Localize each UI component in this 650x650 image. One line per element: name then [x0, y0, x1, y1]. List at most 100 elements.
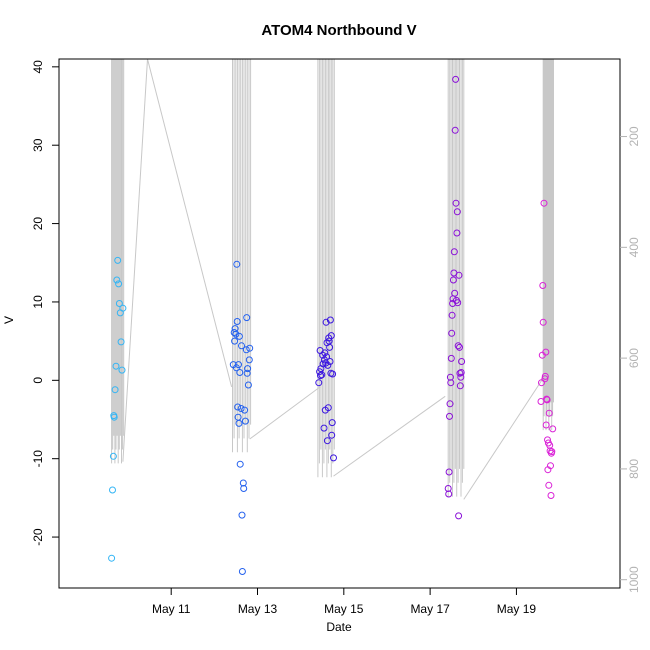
data-point [233, 318, 241, 325]
right-axis: 200 400 600 800 1000 [620, 126, 641, 593]
data-point [454, 299, 462, 307]
x-axis: May 11 May 13 May 15 May 17 May 19 [152, 588, 536, 616]
data-point [238, 342, 245, 350]
data-point [547, 462, 554, 470]
y-axis-label: V [2, 316, 16, 324]
data-point [541, 375, 549, 383]
right-tick-label: 200 [627, 126, 641, 146]
data-point [317, 372, 324, 380]
data-point [453, 229, 461, 237]
data-point [545, 481, 553, 489]
y-tick-label: 10 [31, 295, 45, 309]
data-point [446, 412, 453, 420]
data-point [328, 419, 336, 427]
data-point [455, 271, 463, 279]
data-point [243, 369, 251, 377]
data-point [242, 346, 250, 354]
data-points [108, 75, 557, 575]
data-point [450, 248, 458, 256]
data-point [238, 511, 246, 519]
data-point [542, 348, 550, 356]
data-point [115, 300, 123, 307]
data-point [326, 316, 334, 324]
data-point [451, 289, 459, 297]
data-point [319, 351, 327, 359]
data-point [445, 490, 453, 498]
data-point [232, 330, 240, 338]
depth-connector-line [333, 395, 446, 477]
data-point [243, 314, 251, 322]
data-point [456, 382, 464, 390]
data-point [320, 424, 328, 432]
data-point [108, 554, 116, 562]
y-tick-label: 20 [31, 217, 45, 231]
data-point [234, 403, 242, 411]
data-point [230, 329, 238, 336]
depth-connector-line [463, 377, 544, 500]
data-point [114, 256, 122, 264]
data-point [113, 276, 121, 284]
data-point [112, 362, 120, 370]
data-point [315, 379, 323, 387]
data-point [452, 75, 460, 83]
data-point [111, 386, 119, 394]
data-point [454, 342, 462, 350]
data-point [115, 280, 123, 288]
data-point [330, 454, 337, 462]
data-point [235, 332, 243, 340]
data-point [238, 568, 246, 575]
data-point [117, 338, 125, 346]
data-point [539, 282, 547, 289]
data-point [446, 400, 454, 408]
data-point [452, 199, 460, 207]
depth-spike-group [542, 59, 554, 431]
data-point [233, 260, 241, 268]
depth-spike-group [111, 59, 125, 464]
data-point [549, 425, 557, 433]
y-tick-label: 0 [31, 377, 45, 384]
depth-track [111, 58, 554, 500]
data-point [541, 372, 549, 380]
data-point [455, 512, 463, 520]
x-tick-label: May 15 [324, 602, 364, 616]
x-axis-label: Date [326, 620, 352, 634]
y-tick-label: 40 [31, 60, 45, 74]
data-point [241, 417, 249, 425]
chart-title: ATOM4 Northbound V [261, 22, 416, 39]
data-point [458, 358, 466, 365]
data-point [548, 448, 556, 456]
data-point [236, 369, 244, 376]
data-point [328, 431, 336, 439]
data-point [318, 371, 326, 379]
data-point [327, 332, 335, 340]
data-point [448, 311, 456, 319]
depth-spike-group [317, 59, 335, 478]
data-point [244, 381, 252, 389]
data-point [109, 452, 117, 460]
data-point [241, 406, 249, 414]
data-point [449, 276, 457, 284]
right-tick-label: 1000 [627, 566, 641, 593]
data-point [539, 318, 547, 326]
data-point [451, 126, 459, 134]
plot-frame [58, 58, 621, 589]
y-tick-label: -10 [31, 450, 45, 468]
data-point [448, 329, 456, 337]
right-tick-label: 400 [627, 237, 641, 257]
data-point [237, 405, 245, 412]
depth-connector-line [249, 386, 321, 440]
data-point [545, 409, 553, 417]
data-point [246, 344, 254, 352]
data-point [542, 421, 550, 429]
data-point [110, 413, 118, 421]
x-tick-label: May 19 [497, 602, 537, 616]
data-point [109, 486, 116, 494]
data-point [324, 361, 332, 369]
data-point [240, 485, 248, 492]
data-point [326, 358, 334, 365]
data-point [326, 343, 334, 351]
data-point [235, 419, 243, 427]
data-point [457, 369, 465, 376]
data-point [118, 366, 126, 374]
